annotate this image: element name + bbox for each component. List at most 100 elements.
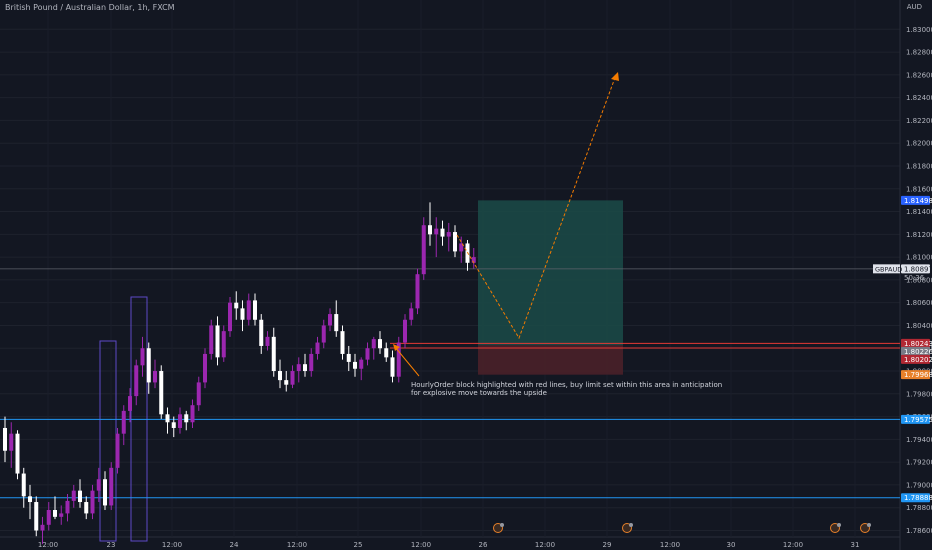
candle [221, 325, 226, 362]
candle [171, 416, 176, 438]
candle [421, 217, 426, 280]
time-tick-label: 23 [107, 541, 116, 549]
candle [321, 319, 326, 349]
candle [440, 220, 445, 246]
candle [328, 308, 332, 332]
candle [278, 359, 282, 389]
currency-label: AUD [906, 3, 922, 11]
annotation-pointer[interactable] [394, 346, 420, 377]
candle [265, 331, 270, 351]
time-tick-label: 12:00 [287, 541, 307, 549]
target-zone[interactable] [478, 200, 623, 346]
symbol-price-tag[interactable]: GBPAUD [873, 264, 902, 274]
candle [209, 319, 214, 360]
annotation-line-2: for explosive move towards the upside [411, 389, 547, 397]
price-label[interactable]: 1.79968 [901, 370, 932, 380]
time-tick-label: 12:00 [162, 541, 182, 549]
candle [53, 496, 57, 520]
candle [296, 357, 301, 383]
economic-event-icon[interactable] [493, 523, 505, 533]
horizontal-lines [0, 268, 900, 499]
event-markers[interactable] [493, 523, 872, 533]
candle [315, 336, 320, 360]
economic-event-icon[interactable] [622, 523, 634, 533]
candle [340, 325, 345, 360]
price-label[interactable]: 1.80243 [901, 338, 932, 348]
price-axis[interactable]: 1.83000 1.82800 1.82600 1.82400 1.82200 1.820… [873, 26, 932, 535]
time-tick-label: 25 [354, 541, 363, 549]
svg-text:1.80897: 1.80897 [904, 265, 932, 273]
price-label[interactable]: 1.80226 [901, 346, 932, 356]
candle [134, 359, 139, 406]
candle [196, 376, 201, 411]
price-tick-label: 1.81000 [906, 254, 932, 262]
stop-zone[interactable] [478, 345, 623, 375]
price-tick-label: 1.80600 [906, 299, 932, 307]
candle [115, 427, 120, 474]
candle [390, 350, 395, 383]
price-tick-label: 1.83000 [906, 26, 932, 34]
svg-text:1.80226: 1.80226 [904, 348, 932, 356]
candle [65, 494, 70, 522]
candle [240, 300, 245, 332]
symbol-title[interactable]: British Pound / Australian Dollar, 1h, F… [5, 3, 175, 12]
annotation-line-1: HourlyOrder block highlighted with red l… [411, 381, 723, 389]
candle [103, 471, 107, 510]
price-tick-label: 1.81800 [906, 162, 932, 170]
candle [165, 407, 170, 434]
candle [9, 422, 14, 468]
time-axis[interactable]: 12:00 23 12:00 24 12:00 25 12:00 26 12:00 29 12:00… [38, 541, 860, 549]
candle [140, 336, 145, 377]
candle [365, 342, 370, 366]
candle [234, 291, 239, 320]
price-tick-label: 1.81600 [906, 185, 932, 193]
price-label[interactable]: 1.79575 [901, 414, 932, 424]
candle [228, 296, 232, 337]
candle [259, 314, 264, 354]
candle [409, 302, 414, 326]
candle [403, 314, 407, 349]
time-tick-label: 24 [230, 541, 239, 549]
price-label[interactable]: 1.80202 [901, 354, 932, 364]
candle [21, 467, 26, 508]
economic-event-icon[interactable] [860, 523, 872, 533]
price-tick-label: 1.79400 [906, 436, 932, 444]
candle [384, 342, 389, 362]
candle [84, 496, 89, 520]
candle [96, 467, 101, 503]
price-label[interactable]: 1.80897 [901, 264, 932, 274]
arrow-head-icon [611, 72, 619, 81]
candle [3, 416, 7, 463]
price-tick-label: 1.82800 [906, 49, 932, 57]
candle [178, 407, 182, 434]
svg-text:1.79575: 1.79575 [904, 416, 932, 424]
candle [371, 336, 376, 360]
price-tick-label: 1.81400 [906, 208, 932, 216]
candle [303, 353, 307, 377]
candle [346, 345, 351, 372]
candle [90, 484, 95, 520]
price-tick-label: 1.82000 [906, 140, 932, 148]
annotation-text: HourlyOrder block highlighted with red l… [411, 381, 723, 397]
candle [15, 430, 20, 480]
economic-event-icon[interactable] [830, 523, 842, 533]
candle [459, 236, 464, 263]
candle [146, 342, 151, 394]
candle [190, 399, 195, 428]
candle [415, 268, 420, 315]
candle [78, 479, 82, 508]
candle [290, 365, 295, 389]
candle [71, 484, 76, 508]
price-label[interactable]: 1.81498 [901, 195, 932, 205]
candle [40, 516, 45, 545]
price-tick-label: 1.78600 [906, 527, 932, 535]
price-tick-label: 1.82600 [906, 71, 932, 79]
countdown-label: 50:36 [904, 274, 925, 282]
time-tick-label: 31 [851, 541, 860, 549]
price-tick-label: 1.80800 [906, 276, 932, 284]
price-label[interactable]: 1.78888 [901, 493, 932, 503]
candle [59, 505, 64, 525]
projection-path[interactable] [456, 74, 617, 340]
projection-arrows [393, 72, 619, 377]
